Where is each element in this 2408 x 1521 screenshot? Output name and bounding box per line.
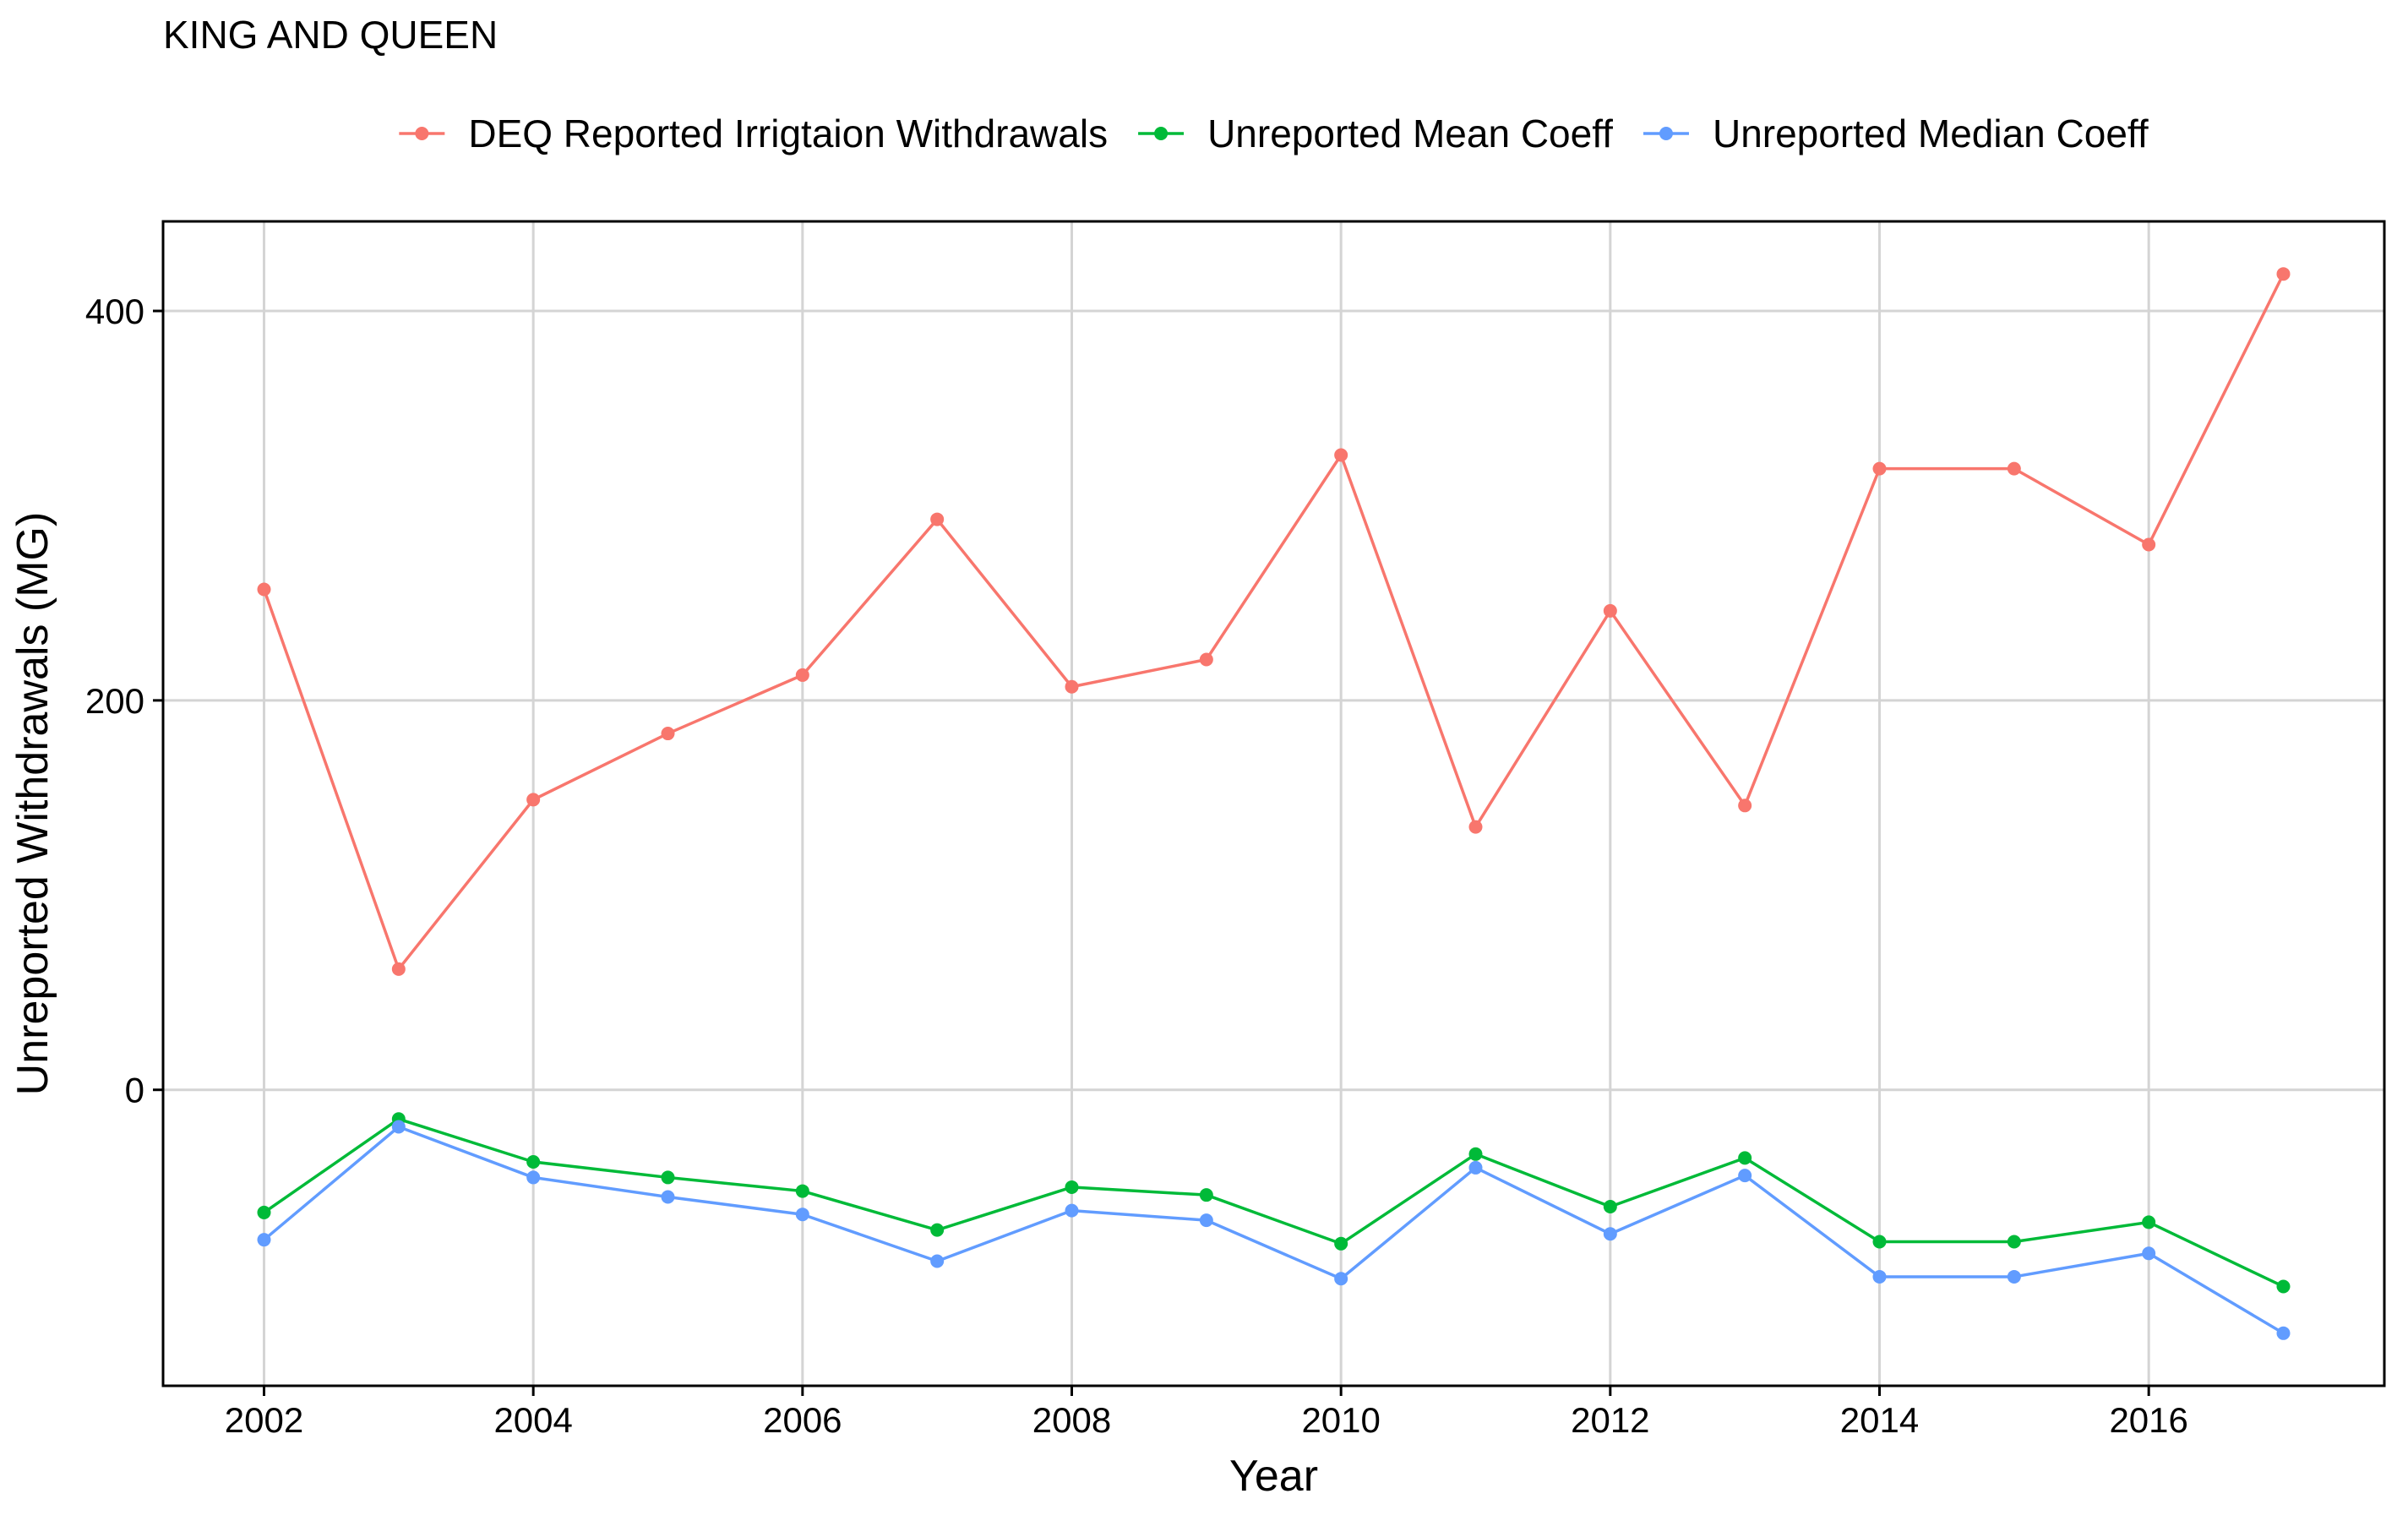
x-tick-label: 2012 [1571,1400,1649,1440]
legend-item: Unreported Mean Coeff [1138,112,1613,155]
data-point [1738,1151,1752,1165]
series-line [262,273,2285,971]
data-point [1334,1272,1348,1286]
data-point [1603,1200,1617,1213]
data-point [1065,679,1079,694]
grid-lines [163,221,2384,1386]
x-axis-label: Year [1229,1452,1318,1501]
data-point [2142,1246,2156,1261]
data-point [930,512,945,526]
series-line [263,1125,2285,1335]
data-point [1603,1227,1617,1241]
x-tick-label: 2006 [763,1400,842,1440]
data-point [526,1170,541,1185]
y-tick-label: 200 [85,681,144,721]
data-point [661,727,675,741]
data-point [795,1208,809,1222]
panel-border [161,220,2386,1387]
data-point [930,1223,945,1237]
data-point [1065,1180,1079,1194]
data-point [257,1205,271,1219]
data-point [526,1155,541,1169]
data-point [257,1233,271,1247]
data-point [1738,1169,1752,1183]
data-point [2142,1215,2156,1229]
data-point [661,1190,675,1204]
data-point [2007,1235,2021,1249]
data-point [1468,820,1483,834]
data-point [2276,1279,2291,1294]
y-tick-label: 400 [85,292,144,331]
x-tick-label: 2014 [1840,1400,1919,1440]
data-point [1872,1269,1887,1284]
data-point [1872,461,1887,476]
plot-panel [161,220,2386,1387]
series-2 [257,1112,2291,1294]
data-point [391,1120,406,1134]
series-3 [257,1120,2291,1340]
data-point [661,1170,675,1185]
data-point [1468,1160,1483,1175]
data-point [257,582,271,597]
y-axis: 0 200 400 [85,292,163,1110]
data-point [2007,461,2021,476]
data-point [391,962,406,976]
data-point [526,793,541,807]
data-point [1468,1147,1483,1161]
legend-label: DEQ Reported Irrigtaion Withdrawals [468,112,1108,155]
y-axis-label: Unreported Withdrawals (MG) [8,512,57,1096]
legend-item: DEQ Reported Irrigtaion Withdrawals [399,112,1108,155]
data-point [1199,1188,1213,1202]
data-point [795,1184,809,1198]
series-line [263,1117,2285,1289]
legend-key-dot [1154,127,1169,140]
data-point [1872,1235,1887,1249]
legend-label: Unreported Median Coeff [1713,112,2149,155]
legend-key-dot [415,127,429,140]
data-point [795,668,809,682]
data-point [1738,799,1752,813]
x-tick-label: 2002 [225,1400,303,1440]
data-point [2276,267,2291,281]
data-point [1334,448,1348,462]
data-point [2007,1269,2021,1284]
x-tick-label: 2004 [493,1400,572,1440]
legend-label: Unreported Mean Coeff [1207,112,1613,155]
data-point [1334,1236,1348,1251]
x-axis: 2002 2004 2006 2008 2010 2012 2014 2016 [225,1386,2188,1440]
data-point [1065,1203,1079,1218]
series-layer [257,267,2291,1340]
legend: DEQ Reported Irrigtaion Withdrawals Unrep… [399,112,2149,155]
data-point [2142,537,2156,552]
data-point [1199,652,1213,667]
x-tick-label: 2010 [1301,1400,1380,1440]
legend-key-dot [1659,127,1673,140]
data-point [1199,1213,1213,1228]
legend-item: Unreported Median Coeff [1643,112,2149,155]
x-tick-label: 2016 [2109,1400,2187,1440]
data-point [930,1254,945,1268]
y-tick-label: 0 [125,1071,144,1110]
data-point [2276,1326,2291,1340]
chart-title: KING AND QUEEN [163,13,498,57]
x-tick-label: 2008 [1032,1400,1111,1440]
data-point [1603,603,1617,618]
series-1 [257,267,2291,976]
